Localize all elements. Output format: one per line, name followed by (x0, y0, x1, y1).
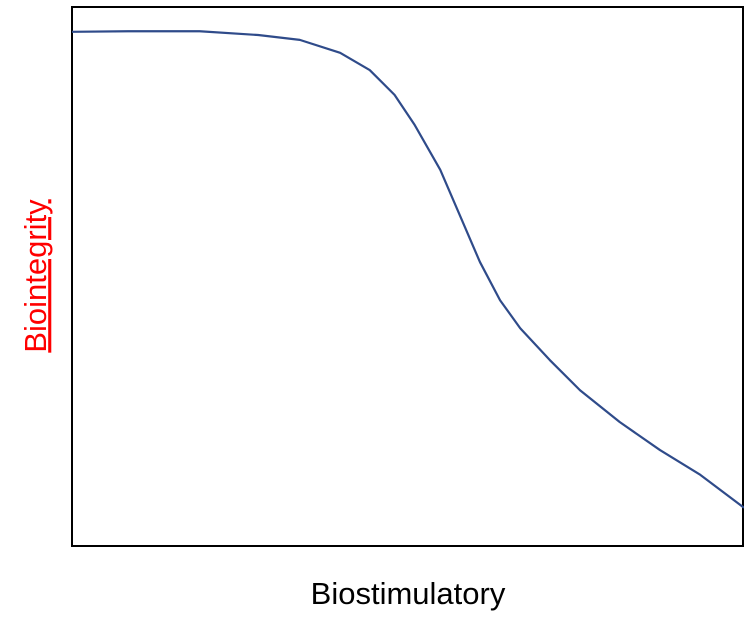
x-axis-label: Biostimulatory (311, 576, 506, 611)
plot-frame (71, 6, 744, 547)
data-line (71, 30, 744, 509)
y-axis-label: Biointegrity (18, 199, 53, 353)
